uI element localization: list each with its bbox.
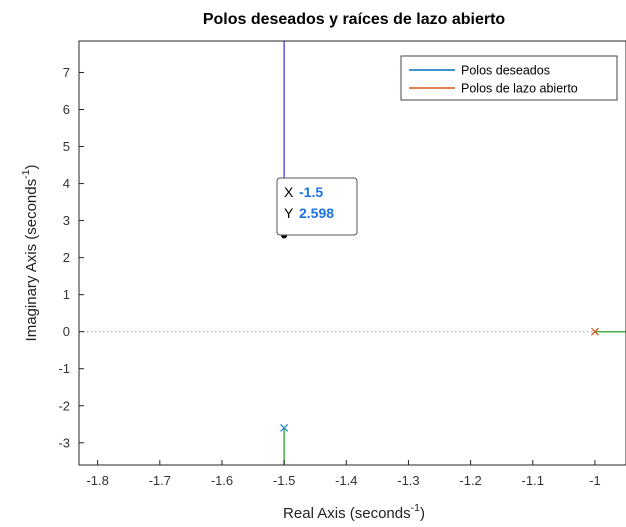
y-axis-label-exponent: -1 — [20, 169, 32, 178]
x-tick-label-8: -1 — [589, 473, 601, 488]
legend-box — [400, 55, 618, 101]
y-tick-label-0: -3 — [58, 435, 70, 450]
datatip[interactable]: X -1.5 Y 2.598 — [276, 177, 358, 236]
datatip-y-value: 2.598 — [299, 205, 334, 221]
y-tick-label-9: 6 — [63, 102, 70, 117]
datatip-y-label: Y — [284, 205, 294, 221]
x-tick-label-5: -1.3 — [397, 473, 419, 488]
x-tick-label-0: -1.8 — [86, 473, 108, 488]
x-axis-label-exponent: -1 — [411, 502, 420, 514]
x-tick-label-2: -1.6 — [211, 473, 233, 488]
y-tick-label-4: 1 — [63, 287, 70, 302]
chart-title: Polos deseados y raíces de lazo abierto — [203, 11, 506, 28]
x-axis-label: Real Axis (seconds-1) — [283, 502, 425, 522]
open-loop-pole-marker-0-stroke-b — [590, 327, 599, 336]
desired-pole-marker-0-stroke-b — [280, 423, 289, 432]
x-tick-label-4: -1.4 — [335, 473, 357, 488]
x-tick-label-3: -1.5 — [273, 473, 295, 488]
y-tick-label-3: 0 — [63, 324, 70, 339]
y-axis-label: Imaginary Axis (seconds-1) — [20, 165, 40, 342]
x-axis-label-text: Real Axis (seconds — [283, 505, 411, 522]
y-tick-label-1: -2 — [58, 398, 70, 413]
y-tick-label-10: 7 — [63, 65, 70, 80]
y-tick-label-6: 3 — [63, 213, 70, 228]
legend-label-polos-lazo-abierto: Polos de lazo abierto — [461, 82, 578, 96]
plot-area — [79, 41, 626, 465]
desired-pole-marker-0 — [280, 423, 289, 432]
y-axis-label-close: ) — [23, 165, 40, 170]
datatip-x-value: -1.5 — [299, 184, 323, 200]
x-tick-label-7: -1.1 — [522, 473, 544, 488]
axes-layer: -1.8 -1.7 -1.6 -1.5 -1.4 -1.3 -1.2 -1.1 -1 -3 -2 -1… — [58, 40, 626, 488]
y-tick-label-8: 5 — [63, 139, 70, 154]
legend: Polos deseados Polos de lazo abierto — [400, 55, 618, 101]
open-loop-pole-marker-0 — [590, 327, 599, 336]
x-tick-label-6: -1.2 — [459, 473, 481, 488]
datatip-box — [276, 177, 358, 236]
y-axis-label-text: Imaginary Axis (seconds — [23, 179, 40, 342]
x-tick-label-1: -1.7 — [149, 473, 171, 488]
y-tick-label-5: 2 — [63, 250, 70, 265]
y-tick-label-7: 4 — [63, 176, 70, 191]
y-tick-label-2: -1 — [58, 361, 70, 376]
datatip-x-label: X — [284, 184, 294, 200]
plot-frame — [78, 40, 626, 466]
x-axis-label-close: ) — [420, 505, 425, 522]
legend-label-polos-deseados: Polos deseados — [461, 64, 550, 78]
